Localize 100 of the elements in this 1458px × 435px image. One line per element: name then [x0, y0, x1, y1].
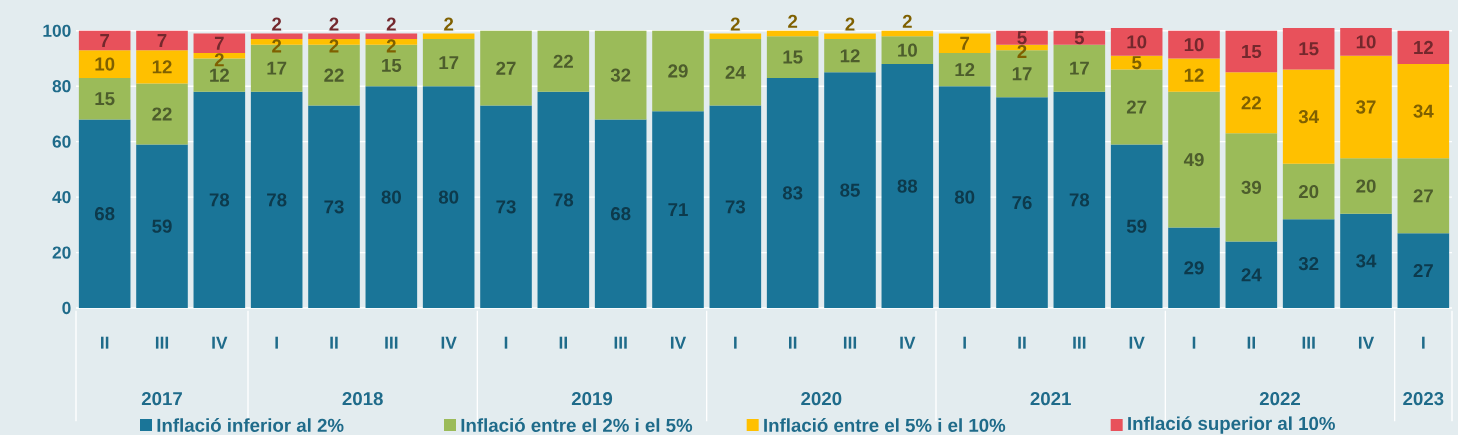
data-label: 80: [381, 190, 401, 204]
data-label: 2: [444, 17, 454, 31]
data-label: 7: [960, 36, 970, 50]
text: 2019: [571, 392, 613, 406]
bar: [594, 119, 647, 308]
x-tick-label: I: [734, 336, 737, 349]
x-tick-label: I: [963, 336, 966, 349]
data-label: 49: [1183, 153, 1204, 167]
data-label: 10: [95, 57, 115, 71]
bar: [1397, 233, 1450, 308]
bar: [1282, 28, 1335, 70]
bar: [250, 91, 303, 308]
data-label: 20: [1298, 184, 1319, 199]
y-tick-label: 0: [62, 301, 71, 315]
data-label: 5: [1074, 31, 1085, 45]
data-label: 32: [1298, 257, 1319, 271]
bar: [136, 144, 188, 308]
bar: [996, 30, 1048, 45]
bar: [422, 39, 475, 87]
x-tick-label: III: [843, 336, 857, 349]
data-label: 78: [209, 193, 230, 207]
bar: [709, 105, 762, 308]
data-label: 10: [1184, 38, 1204, 52]
bar: [1282, 163, 1335, 220]
x-tick-label: IV: [900, 336, 916, 349]
data-label: 80: [954, 190, 975, 204]
data-label: 12: [840, 49, 860, 63]
data-label: 2: [730, 17, 740, 31]
x-tick-label: IV: [1358, 336, 1375, 349]
data-label: 12: [152, 60, 172, 74]
bar: [1053, 30, 1106, 45]
bar: [308, 105, 360, 308]
bar: [938, 52, 991, 87]
x-tick-label: III: [614, 336, 627, 349]
data-label: 10: [1127, 35, 1147, 49]
bar: [78, 119, 131, 308]
data-label: 2: [788, 14, 798, 28]
bar: [537, 91, 590, 308]
x-tick-label: I: [275, 336, 278, 349]
bar: [824, 39, 876, 73]
data-label: 2: [902, 14, 912, 28]
bar: [1110, 144, 1163, 308]
data-label: 59: [152, 219, 172, 233]
bar: [938, 86, 991, 308]
data-label: 73: [324, 200, 344, 214]
x-tick-label: IV: [441, 336, 457, 349]
data-label: 10: [1356, 35, 1376, 49]
x-tick-label: II: [789, 336, 797, 349]
data-label: 78: [267, 193, 287, 207]
text: 2022: [1259, 392, 1301, 406]
bar: [1340, 55, 1392, 159]
y-tick-label: 60: [52, 135, 71, 148]
legend-label: Inflació superior al 10%: [1128, 416, 1335, 434]
x-tick-label: I: [1192, 336, 1196, 349]
bar: [824, 72, 876, 308]
bar: [1110, 69, 1163, 145]
bar: [652, 30, 704, 112]
bar: [766, 77, 819, 308]
bar: [1340, 28, 1392, 56]
bar: [1225, 241, 1278, 308]
data-label: 29: [1184, 261, 1204, 275]
x-tick-label: IV: [1129, 336, 1145, 349]
bar: [1168, 30, 1220, 59]
bar: [881, 64, 934, 308]
bar: [136, 50, 188, 84]
y-tick-label: 80: [52, 80, 71, 93]
data-label: 34: [1356, 254, 1377, 268]
bar: [537, 30, 590, 92]
bar: [1282, 219, 1335, 308]
data-label: 7: [100, 34, 110, 47]
data-label: 2: [329, 17, 339, 31]
x-tick-label: II: [101, 336, 109, 349]
bar: [1168, 91, 1220, 228]
bar: [1397, 158, 1450, 234]
y-tick-label: 20: [52, 246, 71, 259]
legend-label: Inflació entre el 5% i el 10%: [764, 418, 1006, 432]
data-label: 27: [1413, 189, 1433, 203]
data-label: 76: [1012, 196, 1032, 210]
data-label: 73: [725, 200, 746, 214]
data-label: 32: [610, 68, 631, 82]
data-label: 5: [1017, 31, 1027, 45]
bar: [1110, 28, 1163, 56]
bar: [1397, 30, 1450, 65]
bar: [824, 33, 876, 40]
x-tick-label: II: [1018, 336, 1026, 349]
data-label: 34: [1413, 104, 1434, 118]
y-tick-label: 100: [43, 24, 71, 37]
bar: [938, 33, 991, 53]
data-label: 24: [725, 65, 746, 79]
data-label: 59: [1126, 219, 1147, 233]
data-label: 15: [95, 92, 115, 106]
bar: [1282, 69, 1335, 164]
bar: [1225, 72, 1278, 134]
bar: [193, 33, 246, 53]
bar: [881, 36, 934, 65]
data-label: 15: [1299, 42, 1319, 56]
bar: [1053, 91, 1106, 308]
data-label: 27: [1126, 100, 1147, 114]
bar: [136, 30, 188, 51]
data-label: 17: [439, 56, 459, 70]
